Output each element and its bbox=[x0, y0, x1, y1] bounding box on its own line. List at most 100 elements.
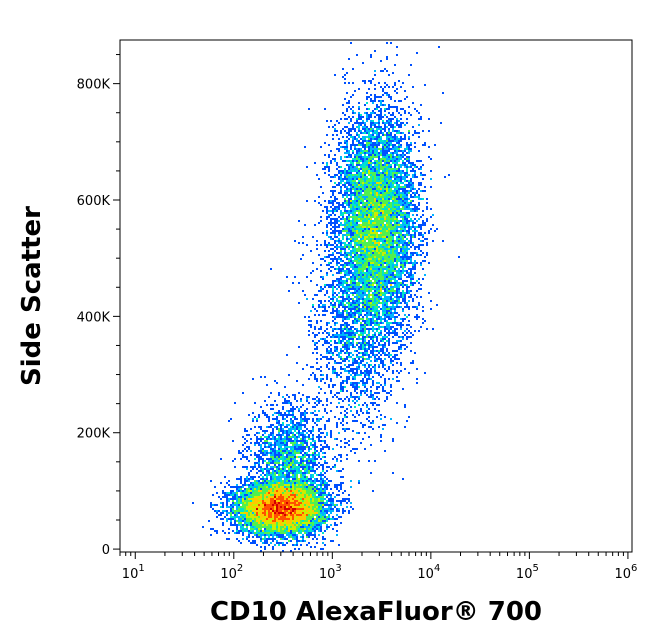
data-point bbox=[354, 170, 356, 172]
data-point bbox=[324, 286, 326, 288]
data-point bbox=[386, 154, 388, 156]
data-point bbox=[276, 422, 278, 424]
data-point bbox=[396, 232, 398, 234]
data-point bbox=[442, 240, 444, 242]
data-point bbox=[410, 278, 412, 280]
data-point bbox=[358, 290, 360, 292]
data-point bbox=[358, 126, 360, 128]
data-point bbox=[370, 290, 372, 292]
data-point bbox=[378, 264, 380, 266]
data-point bbox=[388, 392, 390, 394]
data-point bbox=[406, 170, 408, 172]
data-point bbox=[386, 248, 388, 250]
data-point bbox=[320, 220, 322, 222]
data-point bbox=[326, 244, 328, 246]
data-point bbox=[334, 230, 336, 232]
data-point bbox=[386, 144, 388, 146]
data-point bbox=[382, 248, 384, 250]
data-point bbox=[364, 188, 366, 190]
data-point bbox=[346, 222, 348, 224]
data-point bbox=[340, 328, 342, 330]
data-point bbox=[426, 208, 428, 210]
data-point bbox=[358, 208, 360, 210]
data-point bbox=[378, 302, 380, 304]
data-point bbox=[380, 280, 382, 282]
data-point bbox=[330, 258, 332, 260]
data-point bbox=[384, 140, 386, 142]
data-point bbox=[368, 274, 370, 276]
data-point bbox=[374, 262, 376, 264]
data-point bbox=[438, 46, 440, 48]
data-point bbox=[352, 206, 354, 208]
data-point bbox=[362, 298, 364, 300]
data-point bbox=[348, 164, 350, 166]
data-point bbox=[350, 192, 352, 194]
data-point bbox=[342, 330, 344, 332]
data-point bbox=[372, 318, 374, 320]
data-point bbox=[340, 222, 342, 224]
data-point bbox=[332, 320, 334, 322]
data-point bbox=[360, 150, 362, 152]
data-point bbox=[384, 128, 386, 130]
data-point bbox=[278, 428, 280, 430]
data-point bbox=[346, 140, 348, 142]
data-point bbox=[386, 204, 388, 206]
data-point bbox=[418, 304, 420, 306]
data-point bbox=[296, 406, 298, 408]
data-point bbox=[398, 154, 400, 156]
data-point bbox=[336, 300, 338, 302]
data-point bbox=[368, 128, 370, 130]
data-point bbox=[360, 192, 362, 194]
data-point bbox=[332, 226, 334, 228]
data-point bbox=[364, 238, 366, 240]
data-point bbox=[320, 300, 322, 302]
data-point bbox=[352, 226, 354, 228]
data-point bbox=[350, 306, 352, 308]
data-point bbox=[344, 398, 346, 400]
data-point bbox=[358, 296, 360, 298]
data-point bbox=[420, 160, 422, 162]
data-point bbox=[336, 310, 338, 312]
data-point bbox=[402, 260, 404, 262]
data-point bbox=[366, 312, 368, 314]
data-point bbox=[344, 352, 346, 354]
data-point bbox=[352, 160, 354, 162]
data-point bbox=[362, 342, 364, 344]
data-point bbox=[380, 330, 382, 332]
data-point bbox=[390, 326, 392, 328]
data-point bbox=[356, 374, 358, 376]
data-point bbox=[292, 412, 294, 414]
data-point bbox=[354, 232, 356, 234]
data-point bbox=[376, 164, 378, 166]
data-point bbox=[388, 134, 390, 136]
data-point bbox=[360, 124, 362, 126]
data-point bbox=[360, 234, 362, 236]
data-point bbox=[394, 252, 396, 254]
data-point bbox=[390, 184, 392, 186]
data-point bbox=[380, 178, 382, 180]
data-point bbox=[346, 380, 348, 382]
data-point bbox=[400, 256, 402, 258]
data-point bbox=[422, 130, 424, 132]
data-point bbox=[408, 132, 410, 134]
data-point bbox=[404, 270, 406, 272]
data-point bbox=[386, 164, 388, 166]
data-point bbox=[378, 124, 380, 126]
data-point bbox=[390, 148, 392, 150]
data-point bbox=[394, 180, 396, 182]
data-point bbox=[408, 146, 410, 148]
data-point bbox=[404, 306, 406, 308]
data-point bbox=[418, 234, 420, 236]
data-point bbox=[356, 360, 358, 362]
data-point bbox=[356, 384, 358, 386]
data-point bbox=[284, 400, 286, 402]
data-point bbox=[350, 212, 352, 214]
data-point bbox=[372, 198, 374, 200]
data-point bbox=[380, 376, 382, 378]
data-point bbox=[398, 120, 400, 122]
data-point bbox=[344, 210, 346, 212]
data-point bbox=[358, 234, 360, 236]
data-point bbox=[352, 368, 354, 370]
data-point bbox=[330, 298, 332, 300]
data-point bbox=[356, 184, 358, 186]
